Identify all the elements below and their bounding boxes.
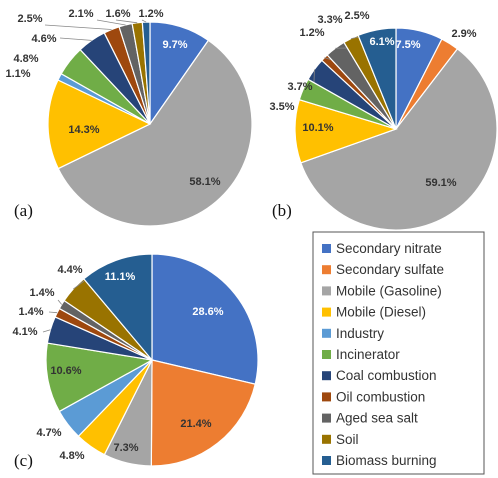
legend-swatch-oil-combustion [322,392,331,402]
pie-a-label-mobile-gasoline: 58.1% [189,176,220,188]
pie-b-label-secondary-nitrate: 7.5% [395,39,420,51]
pie-c-label-mobile-diesel: 4.8% [59,450,84,462]
legend-swatch-secondary-nitrate [322,244,331,253]
pie-b-label-soil: 2.5% [344,10,369,22]
pie-c-leader-aged-sea-salt [57,299,62,305]
legend-label-secondary-nitrate: Secondary nitrate [336,241,442,256]
pie-b-label-coal-combustion: 3.7% [287,81,312,93]
pie-a-leader-biomass-burning [141,19,147,23]
pie-c-label-incinerator: 10.6% [50,365,81,377]
legend-label-incinerator: Incinerator [336,347,400,362]
pie-c-slice-secondary-sulfate [150,359,256,467]
pie-a-label-secondary-nitrate: 9.7% [162,39,187,51]
legend-swatch-industry [322,328,331,338]
legend-label-soil: Soil [336,432,359,447]
legend-label-biomass-burning: Biomass burning [336,453,437,468]
pie-b-slice-mobile-gasoline [300,48,498,231]
pie-b-label-incinerator: 3.5% [269,101,294,113]
pie-a-leader-soil [115,19,138,24]
pie-chart-c: 28.6%21.4%7.3%4.8%4.7%10.6%4.1%1.4%1.4%4… [12,253,259,467]
pie-c-slice-incinerator [45,342,154,413]
legend-frame [312,231,485,475]
pie-b-label-mobile-diesel: 10.1% [302,122,333,134]
pie-a-label-industry: 1.1% [5,68,30,80]
legend-label-oil-combustion: Oil combustion [336,389,425,404]
legend-label-aged-sea-salt: Aged sea salt [336,411,418,426]
legend-label-coal-combustion: Coal combustion [336,368,437,383]
pie-c-label-industry: 4.7% [36,427,61,439]
pie-b-slice-biomass-burning [357,27,397,130]
pie-c-slice-biomass-burning [82,253,153,362]
panel-label-a: (a) [14,201,33,220]
pie-b-label-oil-combustion: 1.2% [299,27,324,39]
legend-label-mobile-gasoline: Mobile (Gasoline) [336,283,442,298]
pie-a-label-biomass-burning: 1.2% [138,8,163,20]
pie-chart-a: 9.7% 58.1% 14.3% 1.1% 4.8% 4.6% 2.5% 2.1% 1.6% 1.… [5,8,253,227]
pie-b-label-biomass-burning: 6.1% [369,36,394,48]
pie-c-label-aged-sea-salt: 1.4% [29,287,54,299]
legend-swatch-mobile-diesel [322,307,331,317]
legend-swatch-incinerator [322,350,331,359]
panel-label-b: (b) [272,201,292,220]
pie-a-slice-mobile-gasoline [57,39,253,227]
pie-b-label-aged-sea-salt: 3.3% [317,14,342,26]
legend-label-industry: Industry [336,326,384,341]
pie-a-slice-mobile-diesel [47,79,152,170]
pie-c-label-secondary-sulfate: 21.4% [180,418,211,430]
pie-c-label-soil: 4.4% [57,264,82,276]
pie-a-leader-oil-combustion [44,24,112,30]
legend-label-secondary-sulfate: Secondary sulfate [336,262,444,277]
pie-a-label-coal-combustion: 4.6% [31,33,56,45]
pie-a-label-soil: 1.6% [105,8,130,20]
pie-c-leader-soil [73,280,85,290]
pie-a-label-incinerator: 4.8% [13,53,38,65]
pie-c-leader-coal-combustion [42,329,51,333]
legend-swatch-mobile-gasoline [322,286,331,296]
pie-chart-b: 7.5% 2.9% 59.1% 10.1% 3.5% 3.7% 1.2%3.3% 2.5% 6.… [269,10,498,231]
legend-swatch-biomass-burning [322,456,331,465]
legend-swatch-coal-combustion [322,371,331,381]
pie-c-leader-oil-combustion [48,311,58,314]
legend-swatch-soil [322,434,331,444]
legend: Secondary nitrate Secondary sulfate Mobile… [312,231,485,475]
pie-c-label-mobile-gasoline: 7.3% [113,442,138,454]
panel-label-c: (c) [14,451,33,470]
pie-a-leader-aged-sea-salt [96,19,126,26]
pie-b-label-mobile-gasoline: 59.1% [425,177,456,189]
legend-swatch-aged-sea-salt [322,413,331,423]
pie-b-label-secondary-sulfate: 2.9% [451,28,476,40]
pie-c-slice-secondary-nitrate [151,253,259,385]
pie-a-label-aged-sea-salt: 2.1% [68,8,93,20]
pie-a-label-mobile-diesel: 14.3% [68,124,99,136]
pie-c-label-secondary-nitrate: 28.6% [192,306,223,318]
legend-label-mobile-diesel: Mobile (Diesel) [336,305,426,320]
pie-a-label-oil-combustion: 2.5% [17,13,42,25]
pie-c-label-coal-combustion: 4.1% [12,326,37,338]
legend-swatch-secondary-sulfate [322,265,331,275]
pie-c-label-oil-combustion: 1.4% [18,306,43,318]
pie-c-label-biomass-burning: 11.1% [105,271,136,283]
pie-a-leader-coal-combustion [59,37,92,41]
